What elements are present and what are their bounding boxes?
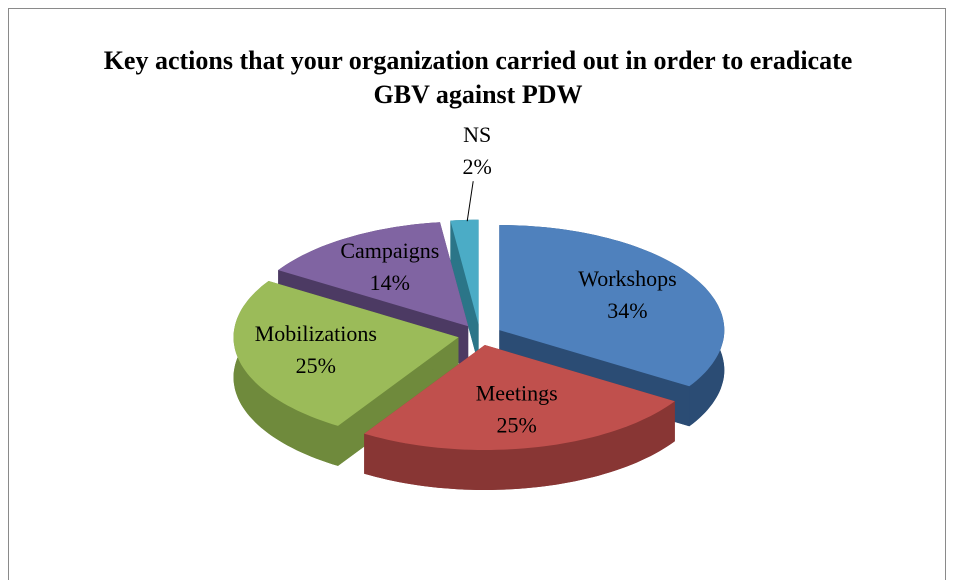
slice-wall [364,401,675,490]
category-label: Workshops [578,266,676,291]
slice [499,225,725,387]
slice [364,345,675,450]
slice [278,222,469,327]
slice [450,219,479,325]
value-label: 25% [296,353,336,378]
leader-line [466,181,474,222]
category-label: Meetings [476,381,558,406]
value-label: 34% [607,298,647,323]
chart-title: Key actions that your organization carri… [103,46,853,109]
category-label: NS [463,122,491,147]
category-label: Campaigns [340,238,439,263]
chart-frame [8,8,946,580]
value-label: 25% [497,413,537,438]
slice [233,281,459,426]
value-label: 14% [370,270,410,295]
category-label: Mobilizations [255,321,377,346]
value-label: 2% [463,154,492,179]
